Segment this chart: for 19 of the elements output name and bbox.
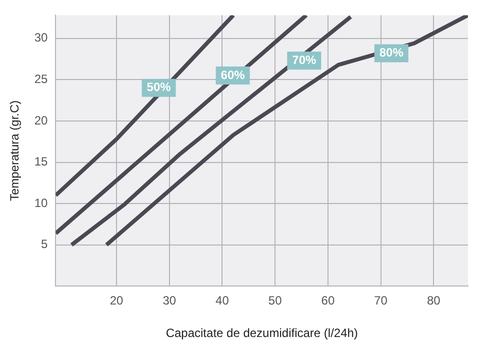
x-tick-label: 20 xyxy=(110,294,124,308)
y-tick-label: 15 xyxy=(34,154,48,169)
x-tick-label: 40 xyxy=(216,294,230,308)
x-tick-label: 60 xyxy=(321,294,335,308)
y-tick-label: 30 xyxy=(34,30,48,45)
y-tick-label: 5 xyxy=(41,237,48,252)
y-tick-label: 10 xyxy=(34,196,48,210)
x-axis-title: Capacitate de dezumidificare (l/24h) xyxy=(166,326,358,340)
x-tick-label: 30 xyxy=(162,294,176,308)
annotation: 60% xyxy=(220,68,246,82)
x-tick-label: 80 xyxy=(426,294,441,308)
annotation: 80% xyxy=(379,46,404,60)
x-tick-label: 50 xyxy=(268,294,282,308)
y-tick-label: 25 xyxy=(34,72,48,86)
x-tick-label: 70 xyxy=(374,294,388,308)
y-tick-label: 20 xyxy=(34,113,48,128)
annotation: 70% xyxy=(292,52,316,67)
y-axis-title: Temperatura (gr.C) xyxy=(8,100,22,202)
annotation: 50% xyxy=(146,80,172,94)
